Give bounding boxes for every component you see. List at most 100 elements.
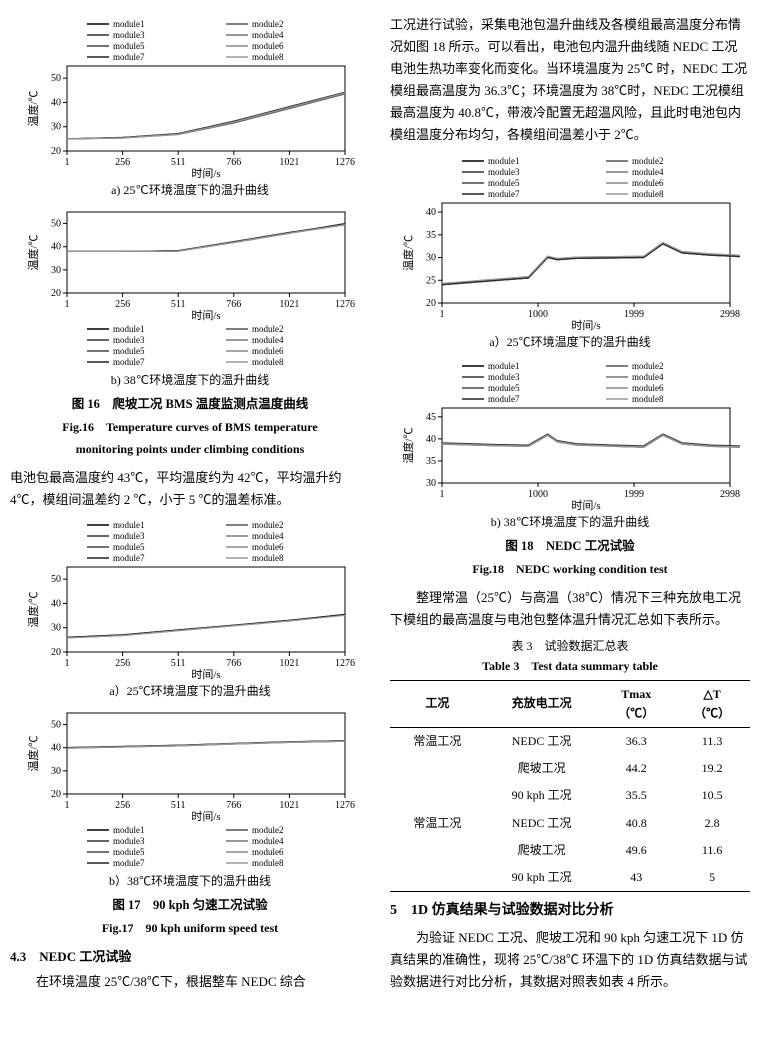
svg-text:module3: module3: [113, 335, 145, 345]
svg-text:1276: 1276: [335, 658, 355, 669]
svg-text:766: 766: [226, 157, 241, 168]
svg-text:时间/s: 时间/s: [571, 319, 600, 331]
table-cell: [390, 864, 485, 892]
fig17-title-zh: 图 17 90 kph 匀速工况试验: [10, 895, 370, 915]
table-row: 爬坡工况44.219.2: [390, 755, 750, 782]
svg-text:1021: 1021: [279, 299, 299, 310]
svg-text:2998: 2998: [720, 309, 740, 320]
svg-text:module3: module3: [113, 30, 145, 40]
svg-text:module2: module2: [252, 520, 284, 530]
table-cell: 11.6: [674, 837, 750, 864]
svg-text:35: 35: [426, 229, 436, 240]
svg-text:511: 511: [171, 157, 186, 168]
svg-text:256: 256: [115, 800, 130, 811]
table-cell: 90 kph 工况: [485, 782, 599, 809]
svg-text:35: 35: [426, 456, 436, 467]
svg-text:时间/s: 时间/s: [191, 309, 220, 322]
caption-fig16b: b) 38℃环境温度下的温升曲线: [10, 371, 370, 390]
para-left-1: 电池包最高温度约 43℃，平均温度约为 42℃，平均温升约 4℃，模组间温差约 …: [10, 467, 370, 511]
svg-text:50: 50: [51, 720, 61, 731]
svg-text:40: 40: [51, 598, 61, 609]
svg-text:1999: 1999: [624, 309, 644, 320]
table-cell: [390, 755, 485, 782]
chart-fig16b: 20304050125651176610211276时间/s温度/℃module…: [25, 204, 355, 369]
svg-text:module5: module5: [113, 542, 145, 552]
table-row: 爬坡工况49.611.6: [390, 837, 750, 864]
svg-text:256: 256: [115, 299, 130, 310]
svg-text:module3: module3: [488, 167, 520, 177]
svg-text:40: 40: [51, 242, 61, 253]
table-cell: 44.2: [598, 755, 674, 782]
svg-text:module3: module3: [113, 531, 145, 541]
svg-text:20: 20: [426, 298, 436, 309]
table3-title-zh: 表 3 试验数据汇总表: [390, 637, 750, 656]
right-column: 工况进行试验，采集电池包温升曲线及各模组最高温度分布情况如图 18 所示。可以看…: [390, 10, 750, 997]
svg-text:温度/℃: 温度/℃: [26, 235, 40, 271]
svg-text:40: 40: [426, 207, 436, 218]
svg-text:温度/℃: 温度/℃: [26, 90, 40, 126]
svg-text:766: 766: [226, 299, 241, 310]
svg-text:1: 1: [440, 489, 445, 500]
svg-text:766: 766: [226, 658, 241, 669]
svg-text:温度/℃: 温度/℃: [401, 235, 415, 271]
svg-text:module2: module2: [632, 361, 664, 371]
table-cell: 19.2: [674, 755, 750, 782]
svg-text:module8: module8: [252, 52, 284, 62]
svg-text:温度/℃: 温度/℃: [401, 427, 415, 463]
svg-text:40: 40: [426, 434, 436, 445]
chart-fig17a: 20304050125651176610211276时间/s温度/℃module…: [25, 515, 355, 680]
table-header: △T（℃）: [674, 680, 750, 727]
caption-fig17b: b）38℃环境温度下的温升曲线: [10, 872, 370, 891]
fig18-title-en: Fig.18 NEDC working condition test: [390, 560, 750, 579]
svg-text:50: 50: [51, 574, 61, 585]
svg-text:1: 1: [65, 800, 70, 811]
svg-text:module5: module5: [488, 383, 520, 393]
table-header: Tmax（℃）: [598, 680, 674, 727]
chart-fig18a: 20253035401100019992998时间/s温度/℃module1mo…: [400, 151, 740, 331]
svg-text:module8: module8: [252, 858, 284, 868]
table-cell: 10.5: [674, 782, 750, 809]
svg-text:1276: 1276: [335, 800, 355, 811]
svg-text:module4: module4: [252, 836, 284, 846]
svg-text:1276: 1276: [335, 157, 355, 168]
svg-text:1000: 1000: [528, 309, 548, 320]
svg-text:module2: module2: [252, 324, 284, 334]
svg-text:module7: module7: [113, 52, 145, 62]
svg-text:40: 40: [51, 97, 61, 108]
fig18-title-zh: 图 18 NEDC 工况试验: [390, 536, 750, 556]
svg-text:时间/s: 时间/s: [191, 810, 220, 823]
table-cell: 2.8: [674, 810, 750, 837]
svg-text:1276: 1276: [335, 299, 355, 310]
svg-text:module8: module8: [252, 357, 284, 367]
svg-text:module7: module7: [488, 394, 520, 404]
svg-text:20: 20: [51, 789, 61, 800]
svg-text:module4: module4: [252, 531, 284, 541]
para-left-2: 在环境温度 25℃/38℃下，根据整车 NEDC 综合: [10, 971, 370, 993]
svg-text:module6: module6: [632, 383, 664, 393]
table-cell: 5: [674, 864, 750, 892]
table-cell: 35.5: [598, 782, 674, 809]
table-cell: 爬坡工况: [485, 755, 599, 782]
svg-text:50: 50: [51, 219, 61, 230]
caption-fig18b: b) 38℃环境温度下的温升曲线: [390, 513, 750, 532]
svg-text:时间/s: 时间/s: [571, 499, 600, 511]
svg-text:1: 1: [440, 309, 445, 320]
svg-text:module7: module7: [113, 553, 145, 563]
svg-text:module4: module4: [632, 372, 664, 382]
svg-text:20: 20: [51, 647, 61, 658]
svg-text:module5: module5: [113, 41, 145, 51]
svg-text:20: 20: [51, 146, 61, 157]
caption-fig16a: a) 25℃环境温度下的温升曲线: [10, 181, 370, 200]
svg-text:30: 30: [426, 478, 436, 489]
table-cell: 49.6: [598, 837, 674, 864]
svg-text:30: 30: [426, 252, 436, 263]
svg-text:module8: module8: [632, 394, 664, 404]
svg-text:module4: module4: [252, 30, 284, 40]
svg-text:module6: module6: [252, 542, 284, 552]
svg-text:1: 1: [65, 157, 70, 168]
caption-fig18a: a）25℃环境温度下的温升曲线: [390, 333, 750, 352]
para-right-2: 整理常温（25℃）与高温（38℃）情况下三种充放电工况下模组的最高温度与电池包整…: [390, 587, 750, 631]
svg-text:module6: module6: [252, 41, 284, 51]
svg-text:module7: module7: [113, 357, 145, 367]
svg-text:module4: module4: [632, 167, 664, 177]
